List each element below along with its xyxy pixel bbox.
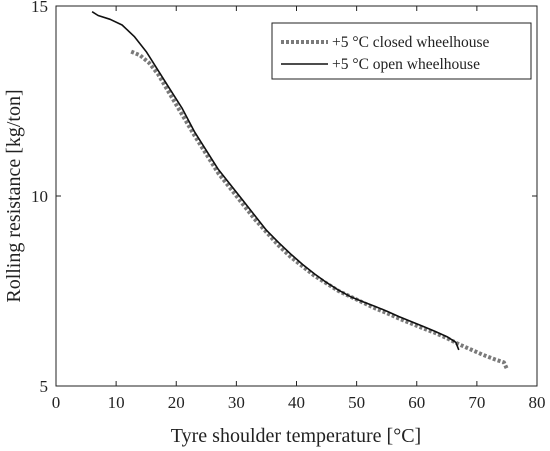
x-tick-label: 60 bbox=[408, 393, 425, 412]
legend: +5 °C closed wheelhouse +5 °C open wheel… bbox=[271, 22, 532, 80]
x-tick-label: 50 bbox=[348, 393, 365, 412]
x-tick-label: 40 bbox=[288, 393, 305, 412]
y-axis-label: Rolling resistance [kg/ton] bbox=[3, 89, 25, 302]
y-tick-label: 10 bbox=[31, 187, 48, 206]
x-tick-label: 30 bbox=[228, 393, 245, 412]
x-tick-label: 70 bbox=[468, 393, 485, 412]
x-axis-ticks: 0 10 20 30 40 50 60 70 80 bbox=[52, 6, 546, 412]
legend-label-closed-wheelhouse: +5 °C closed wheelhouse bbox=[332, 34, 490, 51]
x-tick-label: 0 bbox=[52, 393, 61, 412]
series-line-open-wheelhouse bbox=[91, 11, 460, 351]
x-axis-label: Tyre shoulder temperature [°C] bbox=[171, 425, 421, 447]
series-group bbox=[91, 11, 509, 370]
x-tick-label: 10 bbox=[108, 393, 125, 412]
y-tick-label: 15 bbox=[31, 0, 48, 16]
y-tick-label: 5 bbox=[40, 377, 49, 396]
series-line-closed-wheelhouse bbox=[130, 49, 509, 370]
x-tick-label: 80 bbox=[529, 393, 546, 412]
y-axis-ticks: 5 10 15 bbox=[31, 0, 537, 396]
legend-label-open-wheelhouse: +5 °C open wheelhouse bbox=[332, 56, 480, 73]
legend-box bbox=[271, 22, 532, 80]
x-tick-label: 20 bbox=[168, 393, 185, 412]
